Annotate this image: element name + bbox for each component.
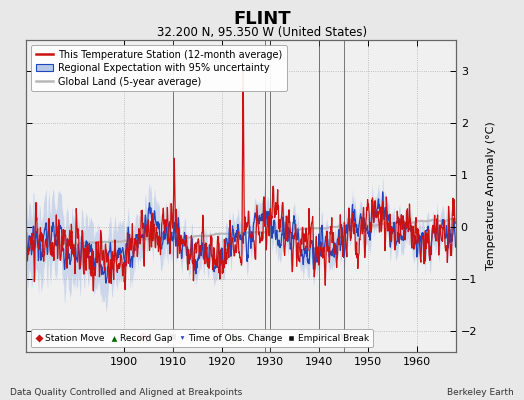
- Text: Berkeley Earth: Berkeley Earth: [447, 388, 514, 397]
- Text: Data Quality Controlled and Aligned at Breakpoints: Data Quality Controlled and Aligned at B…: [10, 388, 243, 397]
- Y-axis label: Temperature Anomaly (°C): Temperature Anomaly (°C): [486, 122, 496, 270]
- Text: FLINT: FLINT: [233, 10, 291, 28]
- Legend: Station Move, Record Gap, Time of Obs. Change, Empirical Break: Station Move, Record Gap, Time of Obs. C…: [31, 330, 373, 348]
- Text: 32.200 N, 95.350 W (United States): 32.200 N, 95.350 W (United States): [157, 26, 367, 39]
